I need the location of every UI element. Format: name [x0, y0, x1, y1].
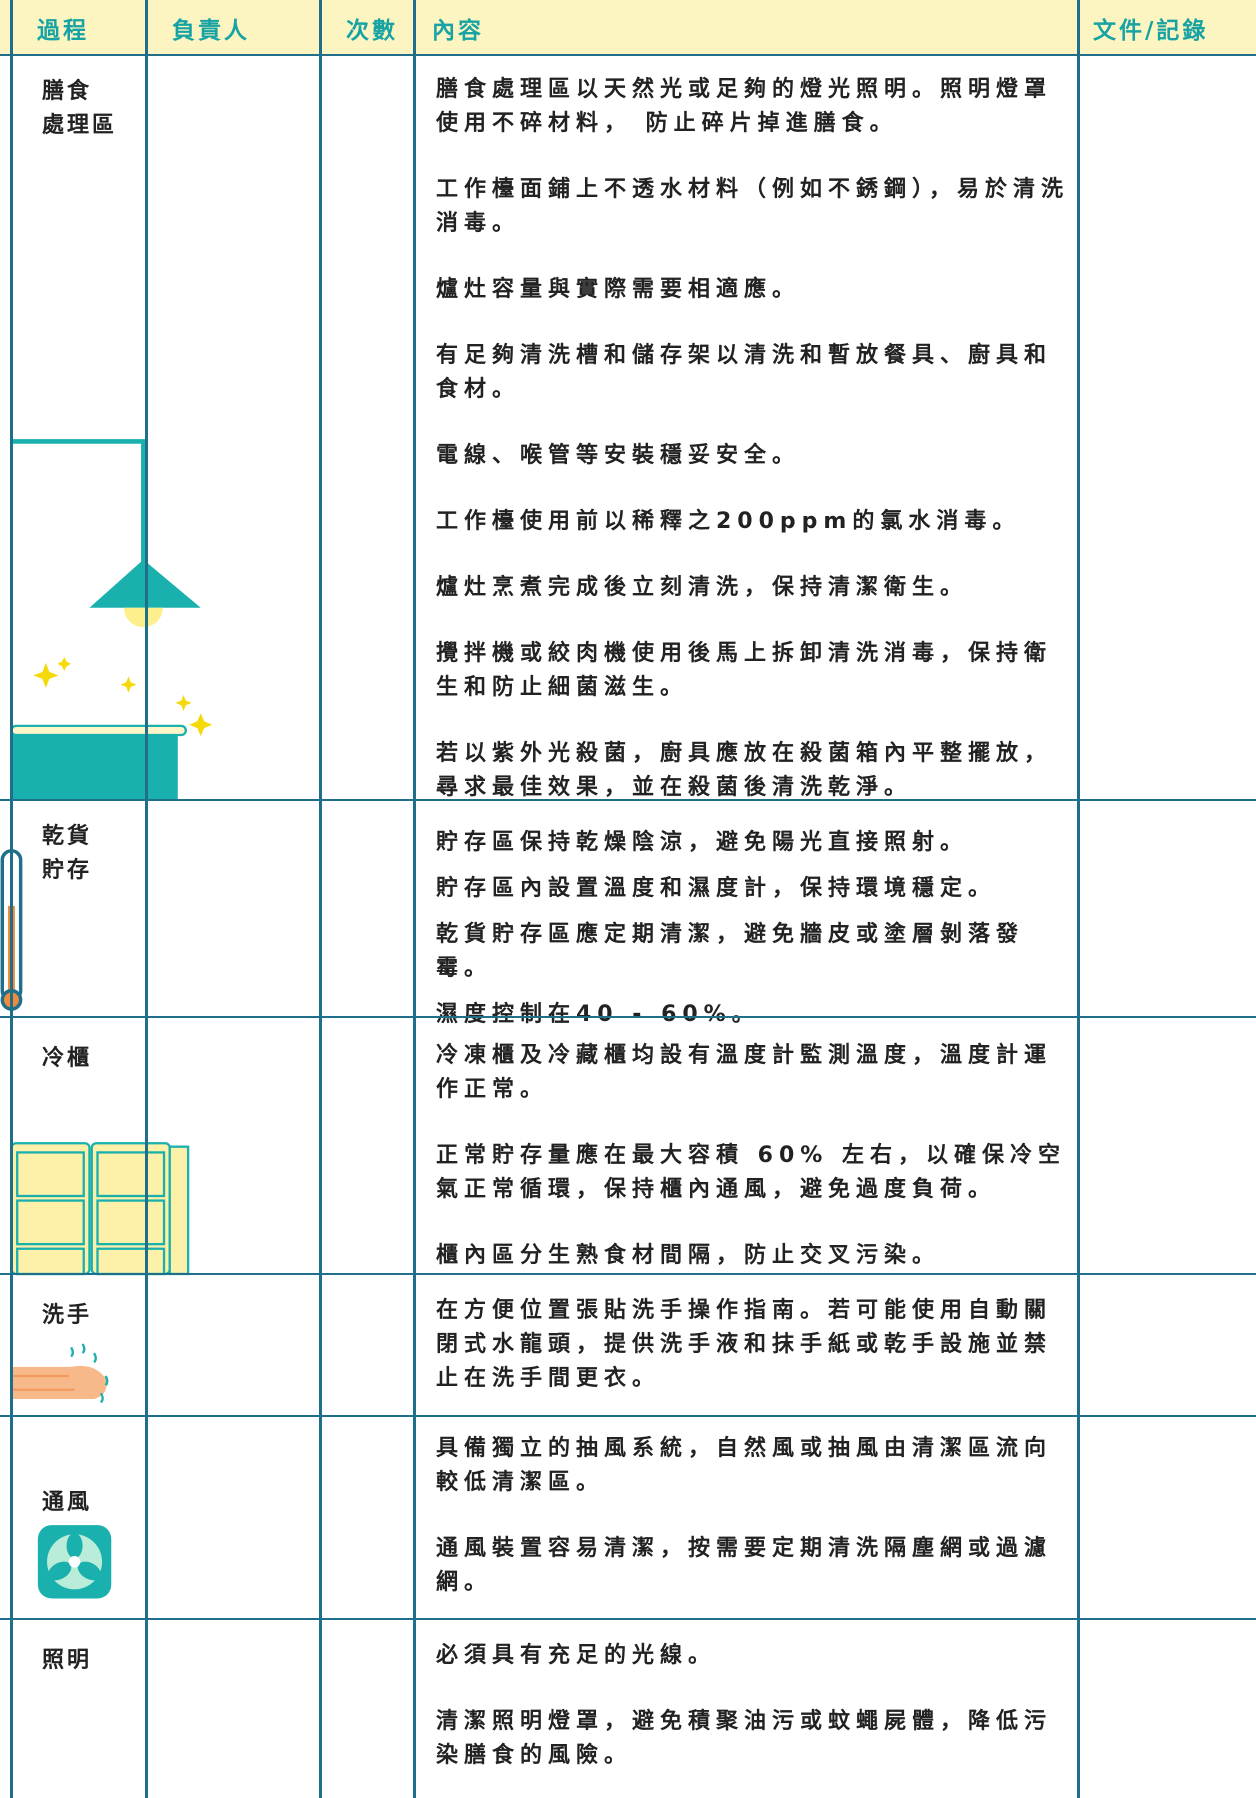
row-divider	[0, 799, 1256, 801]
column-divider	[413, 0, 416, 1798]
process-line: 洗手	[42, 1303, 93, 1328]
content-item: 清潔照明燈罩，避免積聚油污或蚊蠅屍體，降低污染膳食的風險。	[436, 1709, 1053, 1768]
content-item: 工作檯面鋪上不透水材料（例如不銹鋼），易於清洗消毒。	[436, 177, 1070, 236]
content-cell: 冷凍櫃及冷藏櫃均設有溫度計監測溫度，溫度計運作正常。 正常貯存量應在最大容積 60…	[436, 1039, 1076, 1273]
process-label: 乾貨 貯存	[42, 820, 142, 888]
process-line: 乾貨	[42, 824, 93, 849]
content-item: 乾貨貯存區應定期清潔，避免牆皮或塗層剝落發霉。	[436, 922, 1025, 981]
process-line: 通風	[42, 1490, 93, 1515]
content-cell: 必須具有充足的光線。清潔照明燈罩，避免積聚油污或蚊蠅屍體，降低污染膳食的風險。	[436, 1639, 1076, 1773]
content-item: 有足夠清洗槽和儲存架以清洗和暫放餐具、廚具和食材。	[436, 343, 1053, 402]
content-cell: 貯存區保持乾燥陰涼，避免陽光直接照射。貯存區內設置溫度和濕度計，保持環境穩定。乾…	[436, 826, 1076, 1032]
row-divider	[0, 54, 1256, 56]
content-item: 正常貯存量應在最大容積 60% 左右，以確保冷空氣正常循環，保持櫃內通風，避免過…	[436, 1143, 1066, 1202]
content-item: 貯存區內設置溫度和濕度計，保持環境穩定。	[436, 876, 997, 901]
content-item: 爐灶烹煮完成後立刻清洗，保持清潔衛生。	[436, 575, 969, 600]
content-item: 爐灶容量與實際需要相適應。	[436, 277, 801, 302]
content-item: 在方便位置張貼洗手操作指南。若可能使用自動關閉式水龍頭，提供洗手液和抹手紙或乾手…	[436, 1298, 1053, 1391]
content-cell: 具備獨立的抽風系統，自然風或抽風由清潔區流向較低清潔區。 通風裝置容易清潔，按需要…	[436, 1432, 1076, 1600]
content-item: 具備獨立的抽風系統，自然風或抽風由清潔區流向較低清潔區。	[436, 1436, 1053, 1495]
content-item: 工作檯使用前以稀釋之200ppm的氯水消毒。	[436, 509, 1021, 534]
process-line: 冷櫃	[42, 1046, 93, 1071]
row-divider	[0, 1618, 1256, 1620]
content-item: 膳食處理區以天然光或足夠的燈光照明。照明燈罩使用不碎材料， 防止碎片掉進膳食。	[436, 77, 1053, 136]
row-divider	[0, 1016, 1256, 1018]
header-cell: 次數	[346, 17, 398, 44]
content-item: 貯存區保持乾燥陰涼，避免陽光直接照射。	[436, 830, 969, 855]
header-cell: 負責人	[172, 17, 250, 44]
column-divider	[10, 0, 13, 1798]
content-item: 櫃內區分生熟食材間隔，防止交叉污染。	[436, 1243, 941, 1268]
row-divider	[0, 1415, 1256, 1417]
content-item: 若以紫外光殺菌，廚具應放在殺菌箱內平整擺放，尋求最佳效果，並在殺菌後清洗乾淨。	[436, 741, 1053, 800]
process-line: 膳食	[42, 79, 93, 104]
process-line: 貯存	[42, 858, 93, 883]
row-divider	[0, 1273, 1256, 1275]
process-label: 洗手	[42, 1299, 142, 1333]
process-line: 處理區	[42, 113, 118, 138]
process-label: 通風	[42, 1486, 142, 1520]
header-cell: 內容	[432, 17, 484, 44]
content-item: 通風裝置容易清潔，按需要定期清洗隔塵網或過濾網。	[436, 1536, 1053, 1595]
header-cell: 過程	[37, 17, 89, 44]
content-item: 冷凍櫃及冷藏櫃均設有溫度計監測溫度，溫度計運作正常。	[436, 1043, 1053, 1102]
column-divider	[145, 0, 148, 1798]
process-label: 膳食 處理區	[42, 75, 142, 143]
column-divider	[1077, 0, 1080, 1798]
content-item: 攪拌機或絞肉機使用後馬上拆卸清洗消毒，保持衛生和防止細菌滋生。	[436, 641, 1053, 700]
process-label: 冷櫃	[42, 1042, 142, 1076]
column-divider	[319, 0, 322, 1798]
process-line: 照明	[42, 1648, 93, 1673]
content-item: 濕度控制在40 - 60%。	[436, 1002, 760, 1027]
content-item: 電線、喉管等安裝穩妥安全。	[436, 443, 801, 468]
header-cell: 文件/記錄	[1093, 17, 1209, 44]
content-item: 必須具有充足的光線。	[436, 1643, 717, 1668]
content-cell: 在方便位置張貼洗手操作指南。若可能使用自動關閉式水龍頭，提供洗手液和抹手紙或乾手…	[436, 1294, 1076, 1396]
process-label: 照明	[42, 1644, 142, 1678]
content-cell: 膳食處理區以天然光或足夠的燈光照明。照明燈罩使用不碎材料， 防止碎片掉進膳食。工…	[436, 73, 1076, 805]
